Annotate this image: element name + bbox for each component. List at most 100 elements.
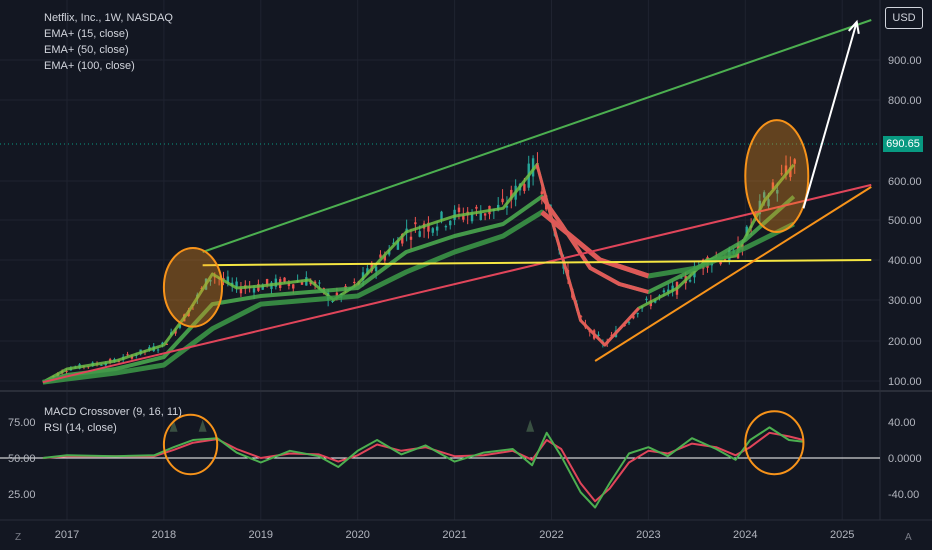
macd-line — [42, 426, 804, 509]
ema-lines — [42, 163, 796, 385]
candle-body — [597, 334, 600, 336]
candle-body — [767, 199, 770, 207]
legend-macd[interactable]: MACD Crossover (9, 16, 11) — [44, 406, 182, 418]
indicator-legend: MACD Crossover (9, 16, 11) RSI (14, clos… — [44, 404, 182, 436]
candle-body — [156, 349, 160, 351]
candle-body — [427, 222, 430, 232]
candle-body — [379, 254, 382, 258]
candle-body — [645, 298, 648, 301]
candle-body — [396, 241, 400, 250]
candle-body — [636, 313, 639, 315]
candle-body — [331, 301, 334, 303]
candle-body — [300, 282, 304, 285]
price-tick-label: 900.00 — [888, 55, 922, 67]
yellow-trend-line — [202, 259, 872, 267]
rsi-tick-label: 50.00 — [8, 453, 36, 465]
candle-body — [540, 191, 544, 195]
symbol-title[interactable]: Netflix, Inc., 1W, NASDAQ — [44, 12, 173, 24]
crossover-marker — [526, 419, 535, 432]
candle-body — [671, 285, 674, 292]
candle-body — [283, 277, 286, 283]
legend-ema-15[interactable]: EMA+ (15, close) — [44, 28, 129, 40]
orange-trend-line — [594, 186, 872, 362]
green-trend-line — [202, 19, 872, 253]
candle-body — [65, 370, 68, 372]
drawing-tools — [42, 19, 872, 384]
indicator-lines — [0, 410, 880, 509]
candle-body — [627, 322, 631, 324]
auto-scale-toggle[interactable]: A — [905, 532, 912, 543]
candle-body — [161, 342, 164, 345]
ema-line-100 — [42, 209, 795, 385]
candle-body — [265, 279, 269, 286]
time-tick-label: 2020 — [345, 529, 369, 541]
axes: 100.00 200.00 300.00 400.00 500.00 600.00 800.… — [8, 55, 922, 541]
time-tick-label: 2025 — [830, 529, 854, 541]
main-legend: Netflix, Inc., 1W, NASDAQ EMA+ (15, clos… — [44, 10, 173, 74]
time-tick-label: 2017 — [55, 529, 79, 541]
candle-body — [292, 284, 295, 289]
candle-body — [418, 231, 421, 237]
candle-body — [462, 215, 465, 220]
candle-body — [440, 211, 443, 220]
candle-body — [178, 324, 182, 328]
candle-body — [475, 206, 478, 209]
candle-body — [479, 212, 482, 220]
time-tick-label: 2022 — [539, 529, 563, 541]
candle-body — [470, 213, 474, 222]
candle-body — [104, 363, 107, 366]
legend-ema-50[interactable]: EMA+ (50, close) — [44, 44, 129, 56]
ema-decline-segment — [540, 210, 650, 279]
projection-arrow — [802, 21, 858, 209]
legend-ema-100[interactable]: EMA+ (100, close) — [44, 60, 135, 72]
candle-body — [335, 292, 339, 297]
candle-body — [431, 228, 434, 233]
macd-tick-label: 0.0000 — [888, 453, 922, 465]
candle-body — [366, 268, 369, 275]
price-tick-label: 300.00 — [888, 295, 922, 307]
candle-body — [239, 288, 243, 294]
price-tick-label: 800.00 — [888, 95, 922, 107]
candle-body — [457, 207, 461, 212]
macd-tick-label: 40.00 — [888, 417, 916, 429]
time-tick-label: 2021 — [442, 529, 466, 541]
candle-body — [409, 236, 413, 240]
timezone-toggle[interactable]: Z — [15, 532, 22, 543]
candle-body — [771, 182, 775, 189]
candle-body — [745, 226, 748, 236]
ema-line-15 — [42, 163, 795, 384]
candle-body — [226, 276, 230, 284]
candle-body — [383, 255, 387, 261]
candle-body — [126, 354, 129, 356]
price-tick-label: 600.00 — [888, 176, 922, 188]
currency-button[interactable]: USD — [885, 7, 923, 29]
candle-body — [318, 282, 321, 284]
candle-body — [719, 261, 722, 265]
candle-body — [610, 334, 613, 336]
candle-body — [523, 184, 526, 191]
candle-body — [287, 282, 291, 286]
candle-body — [353, 281, 356, 283]
candle-body — [784, 165, 788, 175]
candle-body — [793, 159, 796, 164]
highlight-ellipse — [744, 119, 810, 234]
candle-body — [632, 315, 635, 319]
candle-body — [510, 189, 513, 200]
time-tick-label: 2023 — [636, 529, 660, 541]
highlight-ellipse — [162, 247, 224, 328]
time-tick-label: 2024 — [733, 529, 757, 541]
candle-body — [414, 222, 417, 225]
legend-rsi[interactable]: RSI (14, close) — [44, 422, 117, 434]
candle-body — [680, 277, 683, 279]
indicator-highlight-ellipse — [162, 413, 219, 476]
price-tick-label: 400.00 — [888, 255, 922, 267]
candle-body — [374, 266, 378, 272]
crossover-marker — [169, 419, 178, 432]
candle-body — [780, 173, 783, 175]
candle-body — [688, 280, 692, 282]
indicator-highlight-ellipse — [744, 410, 805, 476]
candle-body — [501, 198, 504, 203]
price-tick-label: 200.00 — [888, 336, 922, 348]
time-tick-label: 2018 — [152, 529, 176, 541]
